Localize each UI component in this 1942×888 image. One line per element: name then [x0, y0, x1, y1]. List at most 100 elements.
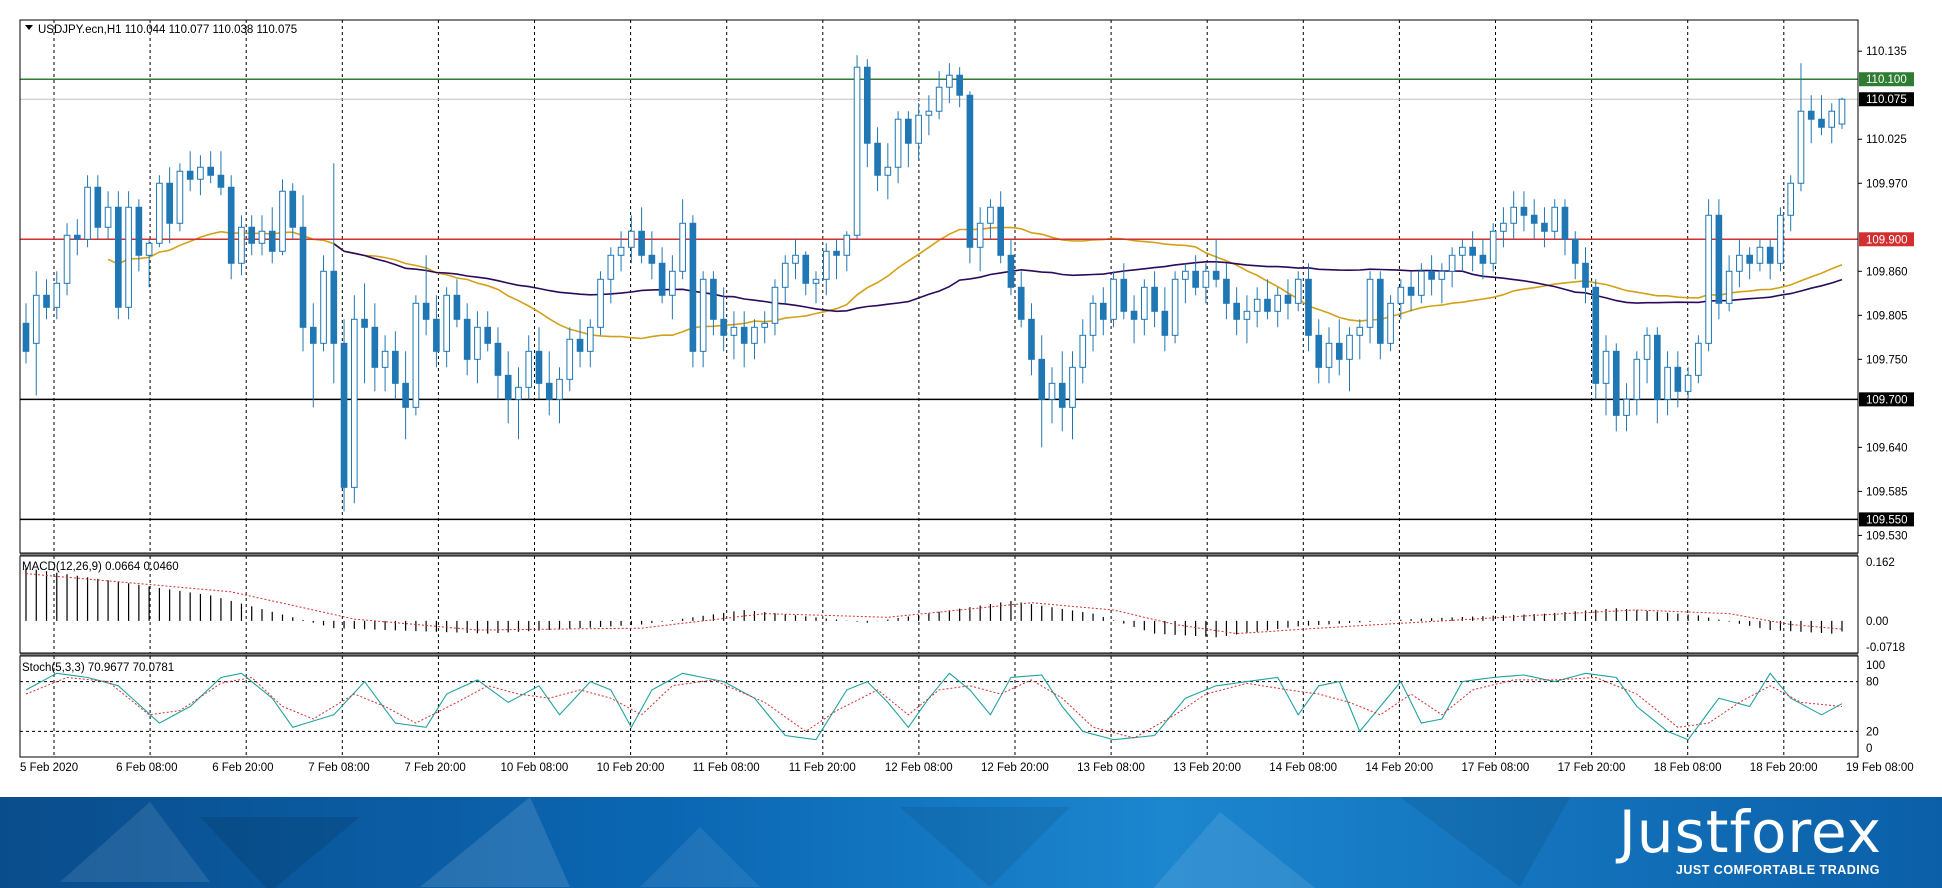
candle-body-down [1058, 382, 1066, 408]
candle [689, 215, 697, 368]
candle-body-up [607, 254, 615, 280]
candle [227, 175, 235, 280]
x-tick-label: 12 Feb 20:00 [981, 762, 1049, 774]
candle [1664, 351, 1671, 416]
candle [1725, 255, 1733, 312]
candle [1387, 295, 1394, 352]
candle-body-up [1602, 350, 1610, 384]
candle-body-down [217, 174, 225, 188]
candle [1243, 295, 1251, 344]
candle-body-up [679, 222, 686, 272]
candle-body-down [73, 234, 81, 240]
candle [197, 155, 204, 196]
candle-body-down [658, 262, 666, 296]
candle-body-up [53, 282, 61, 308]
candle [545, 351, 553, 416]
current-price-tag [1859, 92, 1914, 107]
candle [1058, 351, 1066, 432]
candle [1479, 239, 1487, 280]
candle-body-down [1592, 286, 1600, 384]
candle-body-up [1725, 270, 1733, 304]
candle-body-up [1346, 334, 1353, 360]
candle [874, 127, 881, 192]
x-tick-label: 13 Feb 20:00 [1173, 762, 1241, 774]
candle [905, 111, 912, 168]
stoch-tick-label: 80 [1866, 677, 1879, 689]
y-tick-label: 109.805 [1866, 310, 1908, 322]
stoch-d-line [25, 676, 1843, 739]
candle-body-up [843, 234, 851, 256]
candle [884, 143, 892, 200]
candle-body-up [474, 326, 481, 360]
x-tick-label: 7 Feb 20:00 [404, 762, 465, 774]
candle [781, 255, 789, 304]
candle-body-down [648, 254, 656, 264]
candle-body-down [1038, 358, 1046, 400]
candle [104, 191, 112, 240]
moving-average-slow [333, 243, 1843, 313]
candle [207, 151, 214, 184]
candle-body-up [730, 326, 738, 336]
candle-body-down [463, 318, 471, 360]
candle [1325, 327, 1333, 384]
candle [73, 219, 81, 256]
candle [1592, 279, 1600, 400]
candle [1017, 271, 1025, 328]
candle [1418, 263, 1425, 304]
candle-body-down [422, 302, 430, 320]
candle [710, 271, 717, 336]
candle-body-up [1171, 278, 1179, 336]
candle [340, 319, 348, 512]
candle [946, 63, 953, 104]
symbol-header[interactable]: USDJPY.ecn,H1 110.044 110.077 110.038 11… [25, 24, 297, 36]
candle [1756, 239, 1764, 272]
candle [1038, 335, 1046, 448]
candle [1838, 97, 1846, 129]
candle-body-down [1582, 262, 1589, 288]
candle [1469, 231, 1476, 272]
candle [381, 335, 389, 392]
candle-body-up [751, 326, 758, 344]
candle-body-up [812, 278, 820, 284]
candle-body-up [63, 234, 71, 284]
x-tick-label: 5 Feb 2020 [20, 762, 78, 774]
price-level-tag [1859, 232, 1914, 247]
candle [617, 231, 625, 272]
candle-body-up [1202, 270, 1210, 288]
candle-body-up [515, 386, 522, 400]
candle [1274, 287, 1282, 328]
brand-logo[interactable]: Justforex JUST COMFORTABLE TRADING [1619, 801, 1882, 877]
candle [32, 271, 40, 396]
candle-body-up [669, 270, 676, 296]
candlestick-series [22, 55, 1846, 512]
candle-body-down [340, 342, 348, 488]
candle-body-down [1017, 286, 1025, 320]
candle-body-down [135, 206, 143, 256]
candle [494, 327, 502, 400]
candle [1582, 247, 1589, 304]
candle [1366, 271, 1374, 344]
candle-body-down [1284, 294, 1292, 304]
candle [535, 327, 543, 400]
candle-body-up [145, 242, 153, 256]
candle [525, 335, 533, 400]
candle [515, 367, 522, 440]
price-level-tag [1859, 392, 1914, 407]
candle-body-down [997, 206, 1005, 256]
candle [392, 331, 399, 400]
candle [1356, 319, 1364, 360]
candle [433, 295, 440, 368]
candle-body-up [925, 110, 933, 116]
candle [156, 175, 163, 248]
candle-body-up [1294, 278, 1302, 304]
candle-body-down [966, 94, 974, 248]
candle-body-down [22, 322, 30, 352]
candle-body-up [1551, 206, 1559, 232]
candle-body-up [1705, 214, 1712, 344]
candle [1069, 351, 1076, 440]
candle-body-up [1797, 110, 1805, 184]
y-tick-label: 110.135 [1866, 46, 1907, 58]
candle-body-up [761, 322, 769, 328]
candle-body-up [1828, 110, 1836, 128]
candle [238, 215, 245, 276]
